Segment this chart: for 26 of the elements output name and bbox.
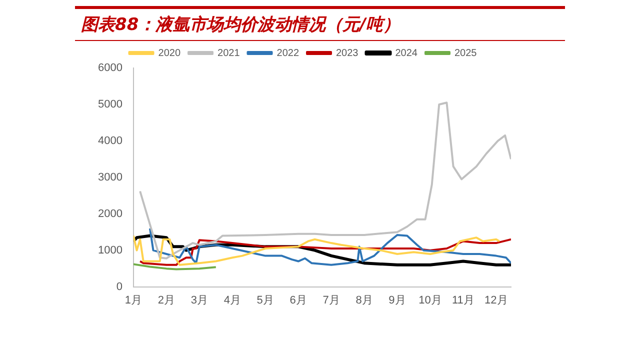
x-tick-label: 7月 (322, 294, 340, 306)
chart-title: 图表88：液氩市场均价波动情况（元/吨） (75, 6, 565, 41)
y-tick-label: 4000 (98, 134, 122, 147)
legend-label: 2021 (218, 48, 240, 59)
x-tick-label: 2月 (158, 294, 176, 306)
y-tick-label: 1000 (98, 244, 122, 256)
x-tick-label: 9月 (388, 294, 406, 306)
x-tick-label: 4月 (224, 294, 241, 306)
x-tick-label: 3月 (190, 294, 208, 306)
x-tick-label: 12月 (484, 294, 508, 306)
legend-label: 2022 (276, 48, 300, 59)
legend-label: 2025 (454, 48, 478, 59)
x-tick-label: 6月 (290, 294, 307, 306)
y-tick-label: 0 (116, 280, 122, 293)
legend-label: 2024 (395, 48, 418, 59)
y-tick-label: 3000 (98, 171, 122, 184)
y-tick-label: 2000 (98, 208, 122, 220)
x-tick-label: 8月 (356, 294, 373, 306)
x-tick-label: 10月 (418, 294, 442, 306)
legend-label: 2023 (336, 48, 359, 59)
legend-label: 2020 (158, 48, 181, 59)
y-tick-label: 5000 (98, 98, 122, 110)
x-tick-label: 1月 (124, 294, 142, 306)
x-tick-label: 5月 (256, 294, 274, 306)
x-tick-label: 11月 (452, 294, 474, 306)
y-tick-label: 6000 (98, 62, 122, 74)
